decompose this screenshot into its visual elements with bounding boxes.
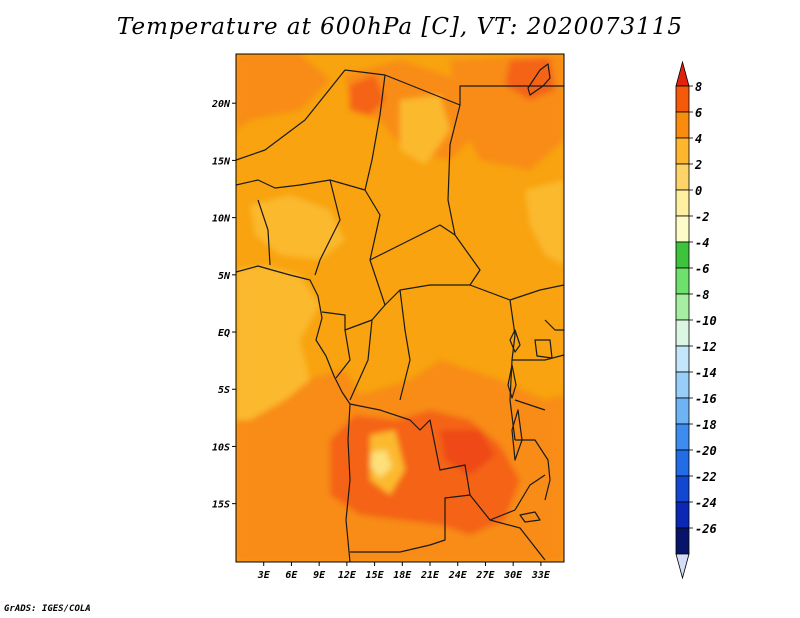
colorbar-swatch bbox=[675, 293, 690, 321]
colorbar-swatch bbox=[675, 241, 690, 269]
colorbar-swatch bbox=[675, 449, 690, 477]
colorbar-label: -6 bbox=[695, 262, 709, 276]
lon-tick-label: 24E bbox=[448, 570, 468, 581]
longitude-axis: 3E 6E 9E 12E 15E 18E 21E 24E 27E 30E 33E bbox=[257, 562, 551, 581]
color-legend: 8 6 4 2 0 -2 -4 -6 -8 -10 -12 -14 -16 -18 -20 -22 -24 -26 bbox=[675, 60, 717, 580]
colorbar-label: -4 bbox=[695, 236, 709, 250]
colorbar-label: -20 bbox=[695, 444, 717, 458]
latitude-axis: 20N 15N 10N 5N EQ 5S 10S 15S bbox=[211, 99, 236, 511]
colorbar-label: -24 bbox=[695, 496, 717, 510]
colorbar-swatch bbox=[675, 397, 690, 425]
colorbar-label: 8 bbox=[695, 80, 702, 94]
colorbar-swatch bbox=[675, 345, 690, 373]
colorbar-swatch bbox=[675, 163, 690, 191]
colorbar-swatch bbox=[675, 111, 690, 139]
colorbar-swatch bbox=[675, 319, 690, 347]
grads-credit: GrADS: IGES/COLA bbox=[4, 604, 91, 614]
colorbar-label: -12 bbox=[695, 340, 717, 354]
country-borders bbox=[236, 63, 564, 562]
lat-tick-label: 10N bbox=[212, 214, 231, 225]
map-frame bbox=[235, 53, 565, 563]
lat-tick-label: 10S bbox=[212, 442, 230, 453]
lon-tick-label: 3E bbox=[257, 570, 271, 581]
colorbar-swatch bbox=[675, 501, 690, 529]
lat-tick-label: 15S bbox=[212, 500, 230, 511]
colorbar-label: -14 bbox=[695, 366, 717, 380]
lon-tick-label: 12E bbox=[338, 570, 357, 581]
lon-tick-label: 18E bbox=[393, 570, 412, 581]
colorbar-label: 6 bbox=[695, 106, 702, 120]
lat-tick-label: 20N bbox=[211, 99, 231, 110]
colorbar-label: -18 bbox=[695, 418, 717, 432]
colorbar-swatch bbox=[675, 475, 690, 503]
lat-tick-label: 5S bbox=[218, 385, 230, 396]
colorbar-swatch bbox=[675, 85, 690, 113]
colorbar-label: -26 bbox=[695, 522, 717, 536]
colorbar-label: 0 bbox=[695, 184, 702, 198]
colorbar-swatch bbox=[675, 527, 690, 555]
lon-tick-label: 27E bbox=[475, 570, 495, 581]
lon-tick-label: 21E bbox=[420, 570, 440, 581]
lon-tick-label: 9E bbox=[313, 570, 326, 581]
colorbar-label: -10 bbox=[695, 314, 717, 328]
colorbar-swatch bbox=[675, 371, 690, 399]
colorbar-label: -8 bbox=[695, 288, 709, 302]
colorbar-top-arrow bbox=[675, 60, 690, 87]
colorbar-label: 2 bbox=[694, 158, 702, 172]
colorbar-label: -16 bbox=[695, 392, 717, 406]
colorbar-swatch bbox=[675, 267, 690, 295]
temperature-field bbox=[236, 54, 564, 562]
colorbar-swatch bbox=[675, 189, 690, 217]
map-title: Temperature at 600hPa [C], VT: 202007311… bbox=[116, 14, 684, 40]
colorbar-swatch bbox=[675, 215, 690, 243]
lon-tick-label: 33E bbox=[531, 570, 551, 581]
lon-tick-label: 15E bbox=[366, 570, 385, 581]
lon-tick-label: 30E bbox=[503, 570, 523, 581]
colorbar-label: -22 bbox=[695, 470, 717, 484]
colorbar-swatch bbox=[675, 423, 690, 451]
lat-tick-label: 15N bbox=[212, 156, 231, 167]
lon-tick-label: 6E bbox=[285, 570, 298, 581]
colorbar-swatch bbox=[675, 137, 690, 165]
lat-tick-label: 5N bbox=[218, 271, 231, 282]
lat-tick-label: EQ bbox=[218, 328, 230, 339]
colorbar-label: 4 bbox=[695, 132, 702, 146]
colorbar-label: -2 bbox=[695, 210, 709, 224]
colorbar-bottom-arrow bbox=[675, 553, 690, 580]
